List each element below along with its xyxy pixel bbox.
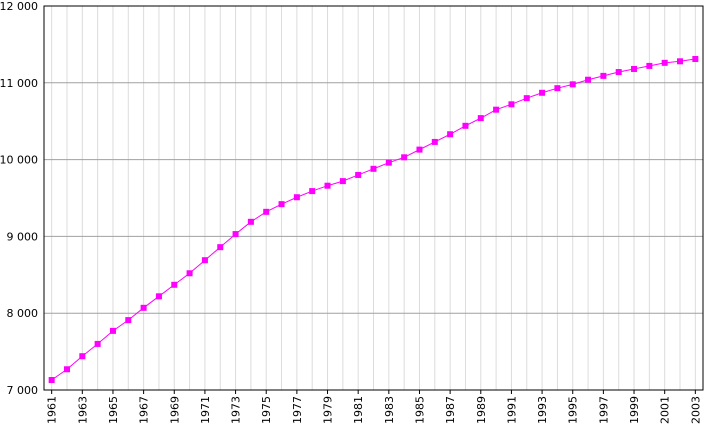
- marker: [247, 218, 254, 225]
- marker: [677, 58, 684, 65]
- x-tick-label: 2003: [689, 396, 702, 424]
- marker: [355, 171, 362, 178]
- y-tick-label: 11 000: [0, 77, 38, 90]
- x-tick-label: 1961: [46, 396, 59, 424]
- marker: [263, 208, 270, 215]
- marker: [646, 62, 653, 69]
- x-tick-label: 1977: [291, 396, 304, 424]
- x-tick-label: 1979: [322, 396, 335, 424]
- marker: [692, 55, 699, 62]
- x-tick-label: 1993: [536, 396, 549, 424]
- y-tick-label: 9 000: [7, 230, 39, 243]
- x-tick-label: 1963: [76, 396, 89, 424]
- marker: [48, 377, 55, 384]
- marker: [217, 244, 224, 251]
- x-tick-label: 1999: [628, 396, 641, 424]
- marker: [201, 257, 208, 264]
- marker: [309, 188, 316, 195]
- marker: [232, 231, 239, 238]
- marker: [140, 304, 147, 311]
- x-tick-label: 1991: [505, 396, 518, 424]
- marker: [63, 366, 70, 373]
- marker: [585, 76, 592, 83]
- marker: [554, 85, 561, 92]
- marker: [661, 59, 668, 66]
- marker: [370, 165, 377, 172]
- marker: [293, 194, 300, 201]
- marker: [477, 115, 484, 122]
- x-tick-label: 1987: [444, 396, 457, 424]
- x-tick-label: 1965: [107, 396, 120, 424]
- x-tick-label: 1983: [383, 396, 396, 424]
- x-tick-label: 1971: [199, 396, 212, 424]
- marker: [600, 72, 607, 79]
- marker: [462, 122, 469, 129]
- marker: [186, 270, 193, 277]
- marker: [171, 281, 178, 288]
- marker: [416, 146, 423, 153]
- marker: [324, 182, 331, 189]
- marker: [109, 327, 116, 334]
- marker: [385, 159, 392, 166]
- x-tick-label: 1969: [168, 396, 181, 424]
- marker: [278, 201, 285, 208]
- x-tick-label: 1997: [597, 396, 610, 424]
- x-tick-label: 1967: [138, 396, 151, 424]
- x-tick-label: 1981: [352, 396, 365, 424]
- marker: [569, 81, 576, 88]
- x-tick-label: 1985: [413, 396, 426, 424]
- marker: [94, 340, 101, 347]
- marker: [631, 65, 638, 72]
- marker: [401, 154, 408, 161]
- x-tick-label: 1989: [475, 396, 488, 424]
- marker: [79, 353, 86, 360]
- marker: [523, 95, 530, 102]
- x-tick-label: 1975: [260, 396, 273, 424]
- marker: [447, 131, 454, 138]
- x-tick-label: 1973: [230, 396, 243, 424]
- marker: [155, 293, 162, 300]
- y-tick-label: 12 000: [0, 0, 38, 13]
- plot-frame: [43, 5, 704, 391]
- y-tick-label: 7 000: [7, 384, 39, 397]
- marker: [493, 106, 500, 113]
- marker: [339, 178, 346, 185]
- x-tick-label: 1995: [567, 396, 580, 424]
- marker: [125, 317, 132, 324]
- x-tick-label: 2001: [659, 396, 672, 424]
- y-tick-label: 10 000: [0, 154, 38, 167]
- marker: [508, 101, 515, 108]
- marker: [431, 138, 438, 145]
- y-tick-label: 8 000: [7, 307, 39, 320]
- marker: [615, 69, 622, 76]
- marker: [539, 89, 546, 96]
